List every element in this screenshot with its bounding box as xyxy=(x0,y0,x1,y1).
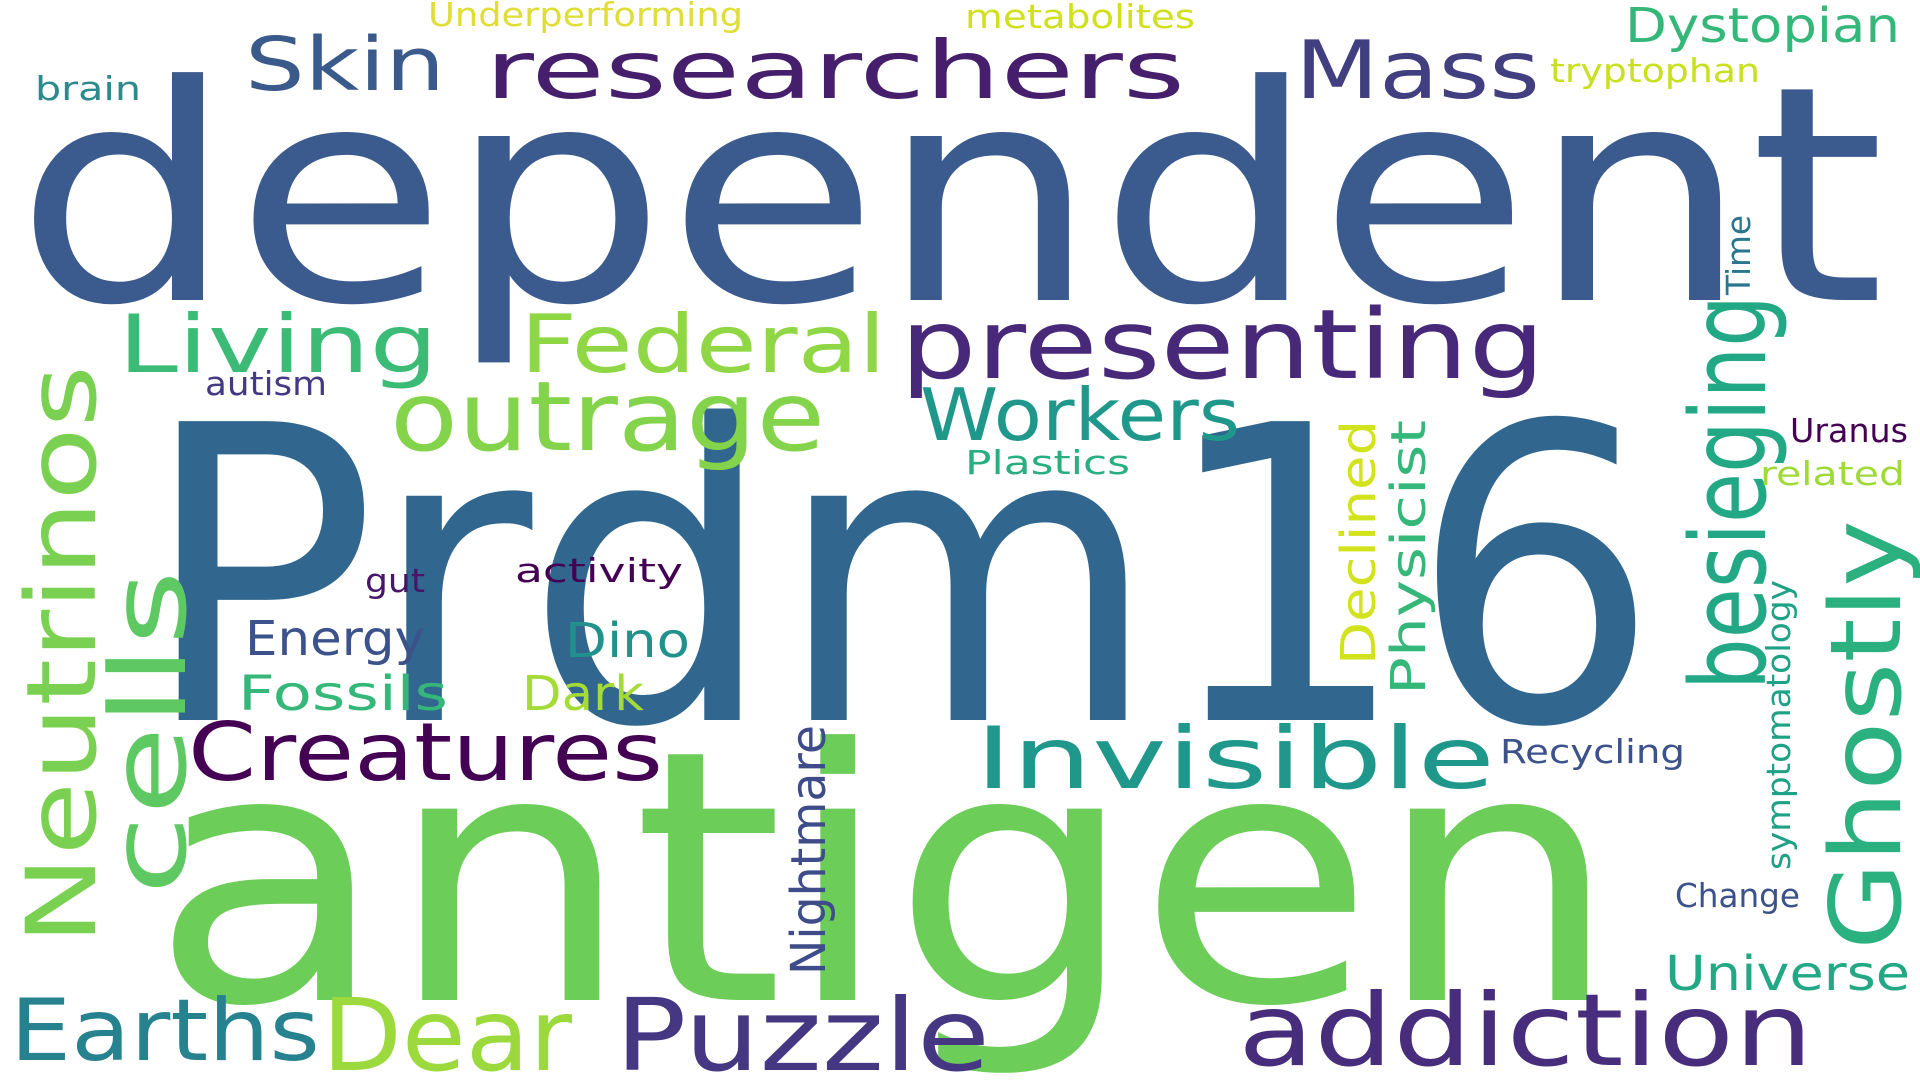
word-besieging: besieging xyxy=(1668,295,1790,690)
word-tryptophan: tryptophan xyxy=(1550,51,1760,90)
word-earths: Earths xyxy=(10,981,320,1080)
word-nightmare: Nightmare xyxy=(781,725,837,975)
word-plastics: Plastics xyxy=(965,443,1130,482)
word-dear: Dear xyxy=(322,977,573,1080)
word-brain: brain xyxy=(35,69,141,108)
word-mass: Mass xyxy=(1295,24,1540,117)
word-energy: Energy xyxy=(245,611,425,667)
word-recycling: Recycling xyxy=(1500,732,1685,771)
word-creatures: Creatures xyxy=(188,706,663,799)
word-living: Living xyxy=(118,298,438,391)
word-addiction: addiction xyxy=(1238,972,1813,1080)
word-activity: activity xyxy=(515,551,683,590)
word-uranus: Uranus xyxy=(1790,411,1908,450)
word-change: Change xyxy=(1675,876,1800,915)
word-physicist: Physicist xyxy=(1381,420,1437,695)
word-underperforming: Underperforming xyxy=(428,0,743,34)
word-declined: Declined xyxy=(1331,420,1387,665)
word-metabolites: metabolites xyxy=(965,0,1195,36)
word-puzzle: Puzzle xyxy=(615,977,990,1080)
word-symptomatology: symptomatology xyxy=(1759,580,1798,870)
word-time: Time xyxy=(1719,215,1758,296)
word-neutrinos: Neutrinos xyxy=(6,365,118,945)
word-skin: Skin xyxy=(245,22,445,108)
word-outrage: outrage xyxy=(390,361,825,473)
word-universe: Universe xyxy=(1665,946,1910,1002)
word-presenting: presenting xyxy=(900,289,1545,401)
word-autism: autism xyxy=(205,364,327,403)
word-fossils: Fossils xyxy=(238,666,448,722)
word-ghostly: Ghostly xyxy=(1810,520,1920,950)
word-related: related xyxy=(1760,454,1905,493)
word-workers: Workers xyxy=(920,373,1240,457)
word-invisible: Invisible xyxy=(975,709,1495,809)
word-gut: gut xyxy=(365,561,425,600)
word-prdm16: Prdm16 xyxy=(140,339,1660,817)
word-dystopian: Dystopian xyxy=(1625,0,1900,54)
word-federal: Federal xyxy=(520,298,886,391)
word-cells: cells xyxy=(88,570,210,895)
word-dark: Dark xyxy=(522,666,644,722)
word-researchers: researchers xyxy=(485,24,1185,117)
word-dino: Dino xyxy=(565,613,690,669)
word-dependent: dependent xyxy=(15,22,1885,371)
word-antigen: antigen xyxy=(150,675,1620,1080)
